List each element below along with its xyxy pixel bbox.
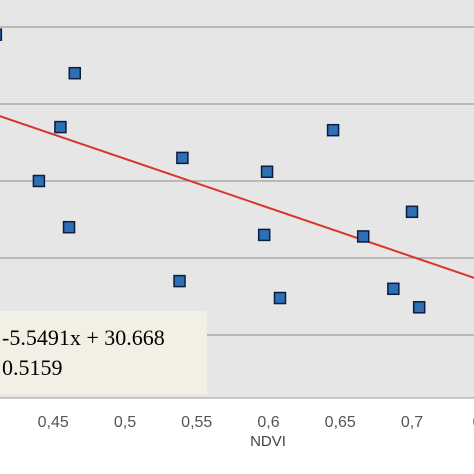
data-point [326, 123, 340, 137]
data-point [257, 228, 271, 242]
x-tick-label: 0,6 [257, 414, 279, 431]
data-point [356, 230, 370, 243]
data-point [260, 165, 274, 179]
equation-line-2: 0.5159 [2, 355, 63, 380]
data-point [405, 205, 419, 219]
data-point [54, 120, 67, 134]
data-point [176, 151, 189, 165]
data-points [0, 28, 426, 314]
x-tick-label: 0,7 [473, 414, 474, 431]
data-point [32, 174, 46, 188]
data-point [62, 220, 76, 234]
data-point [273, 291, 287, 305]
equation-box: -5.5491x + 30.668 0.5159 [0, 311, 207, 394]
x-tick-label: 0,65 [325, 414, 356, 431]
x-tick-label: 0,7 [401, 414, 423, 431]
x-axis-title: NDVI [250, 433, 286, 450]
x-tick-labels: 0,45 0,5 0,55 0,6 0,65 0,7 0,7 [38, 414, 474, 431]
equation-box-background [0, 311, 207, 394]
x-tick-label: 0,45 [38, 414, 69, 431]
equation-line-1: -5.5491x + 30.668 [2, 325, 165, 350]
trendline [0, 115, 474, 279]
data-point [0, 28, 3, 41]
data-point [173, 274, 186, 288]
x-tick-label: 0,5 [114, 414, 136, 431]
data-point [412, 301, 426, 314]
data-point [68, 66, 82, 80]
x-tick-label: 0,55 [181, 414, 212, 431]
data-point [387, 282, 400, 296]
